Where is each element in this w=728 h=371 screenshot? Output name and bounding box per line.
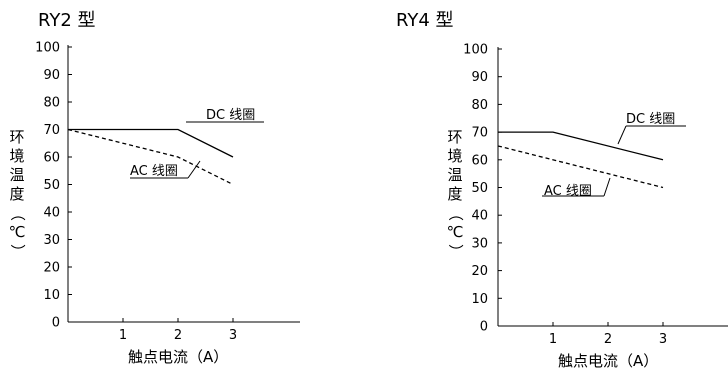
chart-ry4: 0 10 20 30 40 50 60 70 80 90 100 1 2 3 RY4 型 环境温度（℃） …: [364, 0, 728, 371]
y-tick-label: 70: [43, 123, 60, 138]
dc-coil-line: [498, 131, 664, 161]
legend-dc-coil: DC 线圈: [206, 108, 256, 123]
legend-dc-coil: DC 线圈: [626, 112, 676, 127]
y-axis-label-char: （: [446, 205, 465, 221]
y-tick-label: 10: [43, 288, 60, 303]
chart-title: RY2 型: [38, 10, 96, 31]
chart-svg: 0 10 20 30 40 50 60 70 80 90 100 1 2 3: [463, 43, 728, 347]
y-tick-label: 60: [471, 153, 488, 168]
ac-coil-line: [497, 145, 664, 189]
y-axis-label: 环境温度 （ ℃ ）: [8, 128, 27, 261]
dc-coil-line: [68, 128, 234, 158]
x-axis-label: 触点电流（A）: [128, 348, 229, 366]
y-tick-label: 60: [43, 151, 60, 166]
y-axis-label-char: ）: [446, 243, 465, 259]
y-tick-label: 90: [471, 70, 488, 85]
y-axis-label-char: 环: [447, 128, 463, 146]
y-tick-label: 0: [52, 316, 60, 331]
chart-svg: 0 10 20 30 40 50 60 70 80 90 100 1 2 3: [35, 41, 300, 343]
y-tick-label: 10: [471, 292, 488, 307]
y-tick-label: 50: [43, 178, 60, 193]
y-tick-label: 30: [471, 236, 488, 251]
legend-ac-coil: AC 线圈: [130, 164, 178, 179]
x-tick-label: 2: [604, 332, 612, 347]
y-tick-label: 100: [463, 43, 488, 58]
y-tick-label: 40: [43, 206, 60, 221]
legend-leader: [603, 177, 611, 197]
y-tick-label: 90: [43, 68, 60, 83]
y-axis-label-char: 境: [9, 147, 25, 165]
y-axis-label-char: 温: [9, 166, 25, 184]
y-tick-label: 0: [480, 320, 488, 335]
x-tick-label: 2: [174, 328, 182, 343]
y-tick-label: 50: [471, 181, 488, 196]
y-axis-label-char: ℃: [446, 223, 464, 241]
y-tick-label: 70: [471, 126, 488, 141]
x-tick-label: 1: [549, 332, 557, 347]
x-tick-label: 3: [659, 332, 667, 347]
x-axis-label: 触点电流（A）: [558, 352, 659, 370]
y-tick-label: 30: [43, 233, 60, 248]
x-tick-label: 3: [229, 328, 237, 343]
y-tick-label: 100: [35, 41, 60, 56]
y-axis-label-char: 度: [9, 185, 25, 203]
chart-ry2: 0 10 20 30 40 50 60 70 80 90 100 1 2 3 RY2 型 环境温度（℃） …: [8, 10, 300, 366]
x-tick-label: 1: [119, 328, 127, 343]
y-axis-label-char: （: [8, 205, 27, 221]
y-axis-label-char: 温: [447, 166, 463, 184]
y-tick-label: 80: [43, 96, 60, 111]
y-tick-label: 20: [43, 261, 60, 276]
y-axis-label-char: 境: [447, 147, 463, 165]
legend-leader: [617, 125, 627, 145]
chart-title: RY4 型: [396, 10, 454, 31]
y-tick-label: 20: [471, 264, 488, 279]
y-axis-label-char: ）: [8, 243, 27, 259]
legend-leader: [187, 160, 201, 179]
y-axis-label-char: 环: [9, 128, 25, 146]
legend-ac-coil: AC 线圈: [544, 184, 592, 199]
y-axis-label-char: ℃: [8, 223, 26, 241]
y-axis-label-char: 度: [447, 185, 463, 203]
y-tick-label: 80: [471, 98, 488, 113]
ac-coil-line: [67, 128, 234, 186]
y-axis-label: 环境温度 （ ℃ ）: [446, 128, 465, 261]
y-tick-label: 40: [471, 209, 488, 224]
